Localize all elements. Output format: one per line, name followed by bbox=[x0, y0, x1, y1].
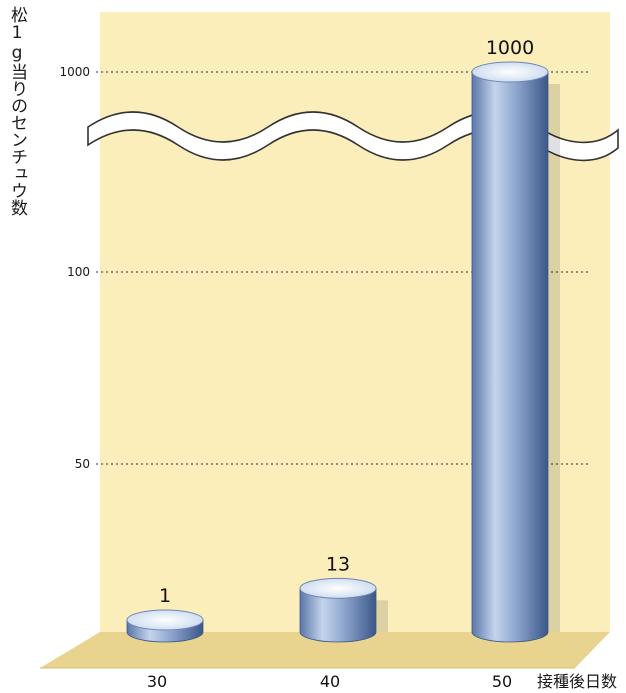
y-tick-label: 50 bbox=[75, 457, 90, 471]
value-label-50: 1000 bbox=[486, 37, 534, 59]
y-tick-label: 1000 bbox=[59, 65, 90, 79]
bar-30 bbox=[126, 609, 204, 643]
y-tick-label: 100 bbox=[67, 265, 90, 279]
x-tick-label-40: 40 bbox=[320, 672, 340, 691]
bar-40 bbox=[299, 577, 388, 643]
bar-50 bbox=[471, 61, 560, 643]
value-label-30: 1 bbox=[159, 585, 171, 607]
y-axis-label: 松1g当りのセンチュウ数 bbox=[7, 6, 27, 216]
x-tick-label-50: 50 bbox=[492, 672, 512, 691]
x-axis-label: 接種後日数 bbox=[537, 672, 617, 691]
value-label-40: 13 bbox=[326, 553, 350, 575]
x-tick-label-30: 30 bbox=[147, 672, 167, 691]
